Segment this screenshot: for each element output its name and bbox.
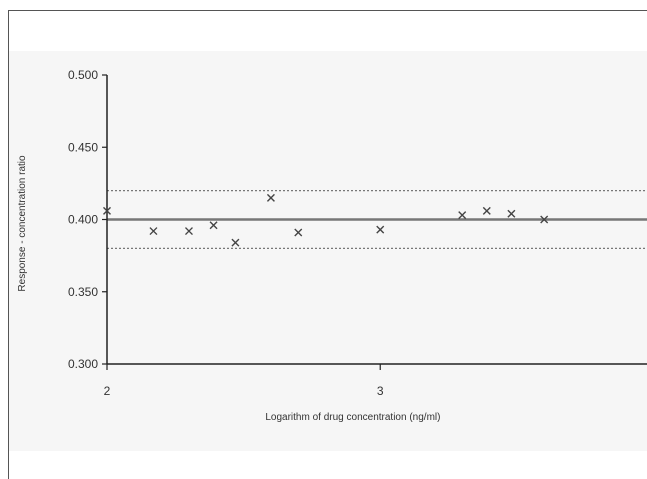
y-tick-label: 0.400 [68,213,98,227]
y-tick-label: 0.500 [68,68,98,82]
x-tick-label: 2 [104,384,111,398]
data-point [540,215,549,224]
data-point [103,206,111,215]
data-points [103,193,549,247]
data-point [482,206,491,215]
y-axis-title: Response - concentration ratio [17,155,28,292]
data-point [507,209,516,218]
y-tick-label: 0.350 [68,285,98,299]
x-tick-label: 3 [377,384,384,398]
y-tick-label: 0.450 [68,140,98,154]
data-point [184,227,193,236]
data-point [209,221,218,230]
data-point [149,227,158,236]
data-point [266,193,275,202]
plot-background [9,51,647,451]
x-axis-title: Logarithm of drug concentration (ng/ml) [265,412,440,423]
y-ticks: 0.500 0.450 0.400 0.350 0.300 [68,68,107,371]
y-tick-label: 0.300 [68,357,98,371]
data-point [376,225,385,234]
data-point [294,228,303,237]
data-point [231,238,240,247]
data-point [458,211,467,220]
reference-lines [107,190,647,249]
